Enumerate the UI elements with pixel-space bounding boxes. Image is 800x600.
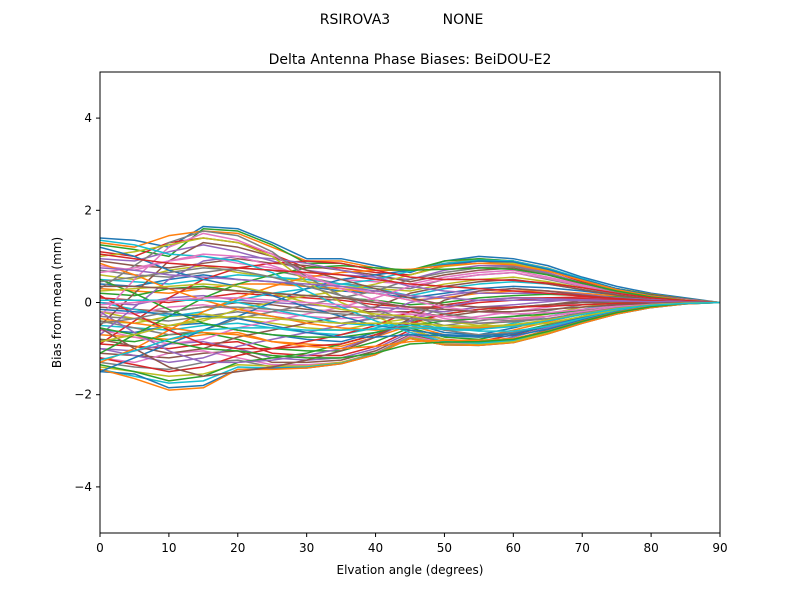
x-tick-label: 60 [506, 541, 521, 555]
series-line-59 [100, 283, 720, 328]
series-line-42 [100, 262, 720, 364]
series-line-57 [100, 253, 720, 315]
x-tick-label: 20 [230, 541, 245, 555]
x-tick-label: 50 [437, 541, 452, 555]
series-line-34 [100, 297, 720, 373]
y-axis-label: Bias from mean (mm) [50, 237, 64, 368]
series-line-65 [100, 267, 720, 304]
x-tick-label: 80 [643, 541, 658, 555]
series-line-1 [100, 225, 720, 304]
series-line-8 [100, 267, 720, 304]
y-tick-label: 0 [84, 296, 92, 310]
series-line-64 [100, 253, 720, 304]
x-axis-label: Elvation angle (degrees) [337, 563, 484, 577]
x-tick-label: 10 [161, 541, 176, 555]
x-tick-label: 30 [299, 541, 314, 555]
chart-title: Delta Antenna Phase Biases: BeiDOU-E2 [269, 52, 552, 68]
y-tick-label: −2 [74, 388, 92, 402]
suptitle-station: RSIROVA3 [320, 12, 390, 28]
suptitle-model: NONE [443, 12, 484, 28]
x-tick-label: 40 [368, 541, 383, 555]
x-tick-label: 90 [712, 541, 727, 555]
series-lines [100, 225, 720, 391]
series-line-63 [100, 301, 720, 359]
x-axis-ticks: 0 10 20 30 40 50 60 70 80 90 [96, 533, 728, 555]
x-tick-label: 0 [96, 541, 104, 555]
series-line-70 [100, 301, 720, 361]
y-tick-label: −4 [74, 480, 92, 494]
y-tick-label: 4 [84, 111, 92, 125]
y-tick-label: 2 [84, 203, 92, 217]
series-line-13 [100, 285, 720, 306]
series-line-67 [100, 297, 720, 320]
x-tick-label: 70 [575, 541, 590, 555]
series-line-66 [100, 285, 720, 313]
series-line-60 [100, 299, 720, 332]
series-line-32 [100, 301, 720, 391]
y-axis-ticks: −4 −2 0 2 4 [74, 111, 100, 494]
